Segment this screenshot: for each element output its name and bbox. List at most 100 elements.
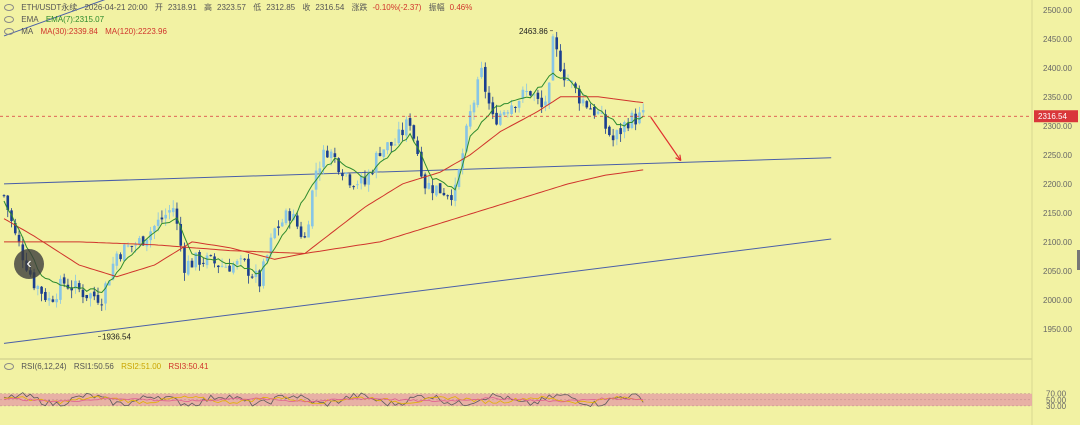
- high-label: 高: [204, 3, 213, 12]
- change-value: -0.10%(-2.37): [372, 3, 422, 12]
- high-value: 2323.57: [217, 3, 246, 12]
- candle-body: [190, 260, 194, 268]
- candle-body: [551, 36, 555, 81]
- rsi3-value: RSI3:50.41: [168, 362, 209, 371]
- candle-body: [359, 175, 363, 184]
- candle-body: [17, 234, 21, 243]
- rsi-tick-label: 50.00: [1046, 396, 1067, 405]
- candle-body: [273, 228, 277, 239]
- close-label: 收: [302, 3, 311, 12]
- projection-arrowhead: [675, 154, 682, 162]
- low-annotation: 1936.54: [102, 333, 131, 342]
- close-value: 2316.54: [315, 3, 345, 12]
- candle-body: [232, 264, 235, 273]
- candle-body: [438, 183, 442, 194]
- candle-body: [81, 289, 85, 298]
- ma120-line: [4, 169, 644, 255]
- candle-body: [495, 112, 498, 125]
- candle-body: [536, 92, 540, 99]
- candle-body: [115, 253, 119, 266]
- candle-body: [179, 224, 183, 246]
- candle-body: [453, 184, 457, 201]
- rsi-line-rsi1: [3, 392, 644, 407]
- candle-body: [247, 258, 250, 276]
- candle-body: [397, 129, 401, 144]
- low-label: 低: [253, 3, 262, 12]
- candle-body: [487, 92, 491, 104]
- rsi-tick-label: 30.00: [1046, 402, 1067, 411]
- candle-body: [322, 149, 325, 168]
- candle-body: [502, 112, 506, 115]
- candle-body: [491, 102, 495, 115]
- candle-body: [593, 106, 596, 116]
- candle-body: [641, 110, 645, 113]
- candle-body: [517, 100, 521, 108]
- candle-body: [183, 246, 186, 273]
- candle-body: [461, 153, 465, 169]
- eye-icon[interactable]: [4, 28, 14, 36]
- candle-body: [228, 265, 231, 272]
- ema-legend: EMA EMA(7):2315.07: [4, 15, 109, 25]
- candle-body: [36, 286, 40, 290]
- candle-body: [480, 67, 483, 78]
- rsi-line-rsi3: [3, 397, 644, 403]
- amplitude-value: 0.46%: [449, 3, 473, 12]
- candle-body: [318, 168, 322, 173]
- candle-body: [408, 118, 412, 126]
- candle-body: [138, 238, 141, 245]
- candle-body: [604, 114, 607, 129]
- candle-body: [600, 112, 604, 114]
- candle-body: [194, 252, 198, 268]
- eye-icon[interactable]: [4, 363, 14, 371]
- candle-body: [205, 255, 209, 266]
- scroll-handle[interactable]: [1077, 250, 1080, 270]
- ma30-line: [3, 96, 644, 278]
- candle-body: [333, 153, 337, 158]
- candle-body: [623, 122, 626, 133]
- candle-body: [559, 50, 562, 71]
- candle-body: [405, 119, 408, 136]
- candle-body: [141, 236, 145, 246]
- ma-legend: MA MA(30):2339.84 MA(120):2223.96: [4, 27, 172, 37]
- candle-body: [562, 69, 566, 81]
- candle-body: [168, 210, 171, 213]
- candle-body: [514, 106, 517, 108]
- candle-body: [483, 66, 487, 92]
- candle-body: [555, 37, 559, 50]
- candle-body: [371, 173, 374, 175]
- candle-body: [367, 173, 371, 185]
- trendline: [3, 157, 832, 185]
- candle-body: [269, 237, 273, 255]
- candle-body: [201, 262, 205, 264]
- candle-body: [374, 152, 378, 173]
- candle-body: [326, 150, 329, 158]
- open-label: 开: [154, 3, 163, 12]
- candle-body: [145, 239, 149, 247]
- change-label: 涨跌: [351, 3, 368, 12]
- candle-body: [311, 190, 314, 227]
- candle-body: [198, 251, 201, 265]
- rsi-tick-label: 70.00: [1046, 390, 1067, 399]
- eye-icon[interactable]: [4, 4, 14, 12]
- candle-body: [126, 245, 130, 247]
- candle-body: [611, 135, 615, 141]
- candle-body: [107, 280, 111, 286]
- candle-body: [186, 260, 190, 275]
- chevron-left-icon[interactable]: ‹: [14, 249, 44, 279]
- candle-body: [123, 244, 126, 261]
- candle-body: [431, 185, 434, 194]
- candle-body: [435, 185, 438, 196]
- candle-body: [292, 213, 295, 221]
- candle-body: [96, 294, 100, 303]
- candle-body: [389, 141, 393, 146]
- candle-body: [47, 298, 51, 301]
- candle-body: [521, 89, 525, 99]
- open-value: 2318.91: [167, 3, 197, 12]
- high-annotation: 2463.86: [519, 27, 548, 36]
- candle-body: [104, 283, 107, 304]
- candle-body: [525, 91, 528, 93]
- eye-icon[interactable]: [4, 16, 14, 24]
- y-tick-label: 2250.00: [1043, 151, 1072, 160]
- candle-body: [608, 126, 611, 136]
